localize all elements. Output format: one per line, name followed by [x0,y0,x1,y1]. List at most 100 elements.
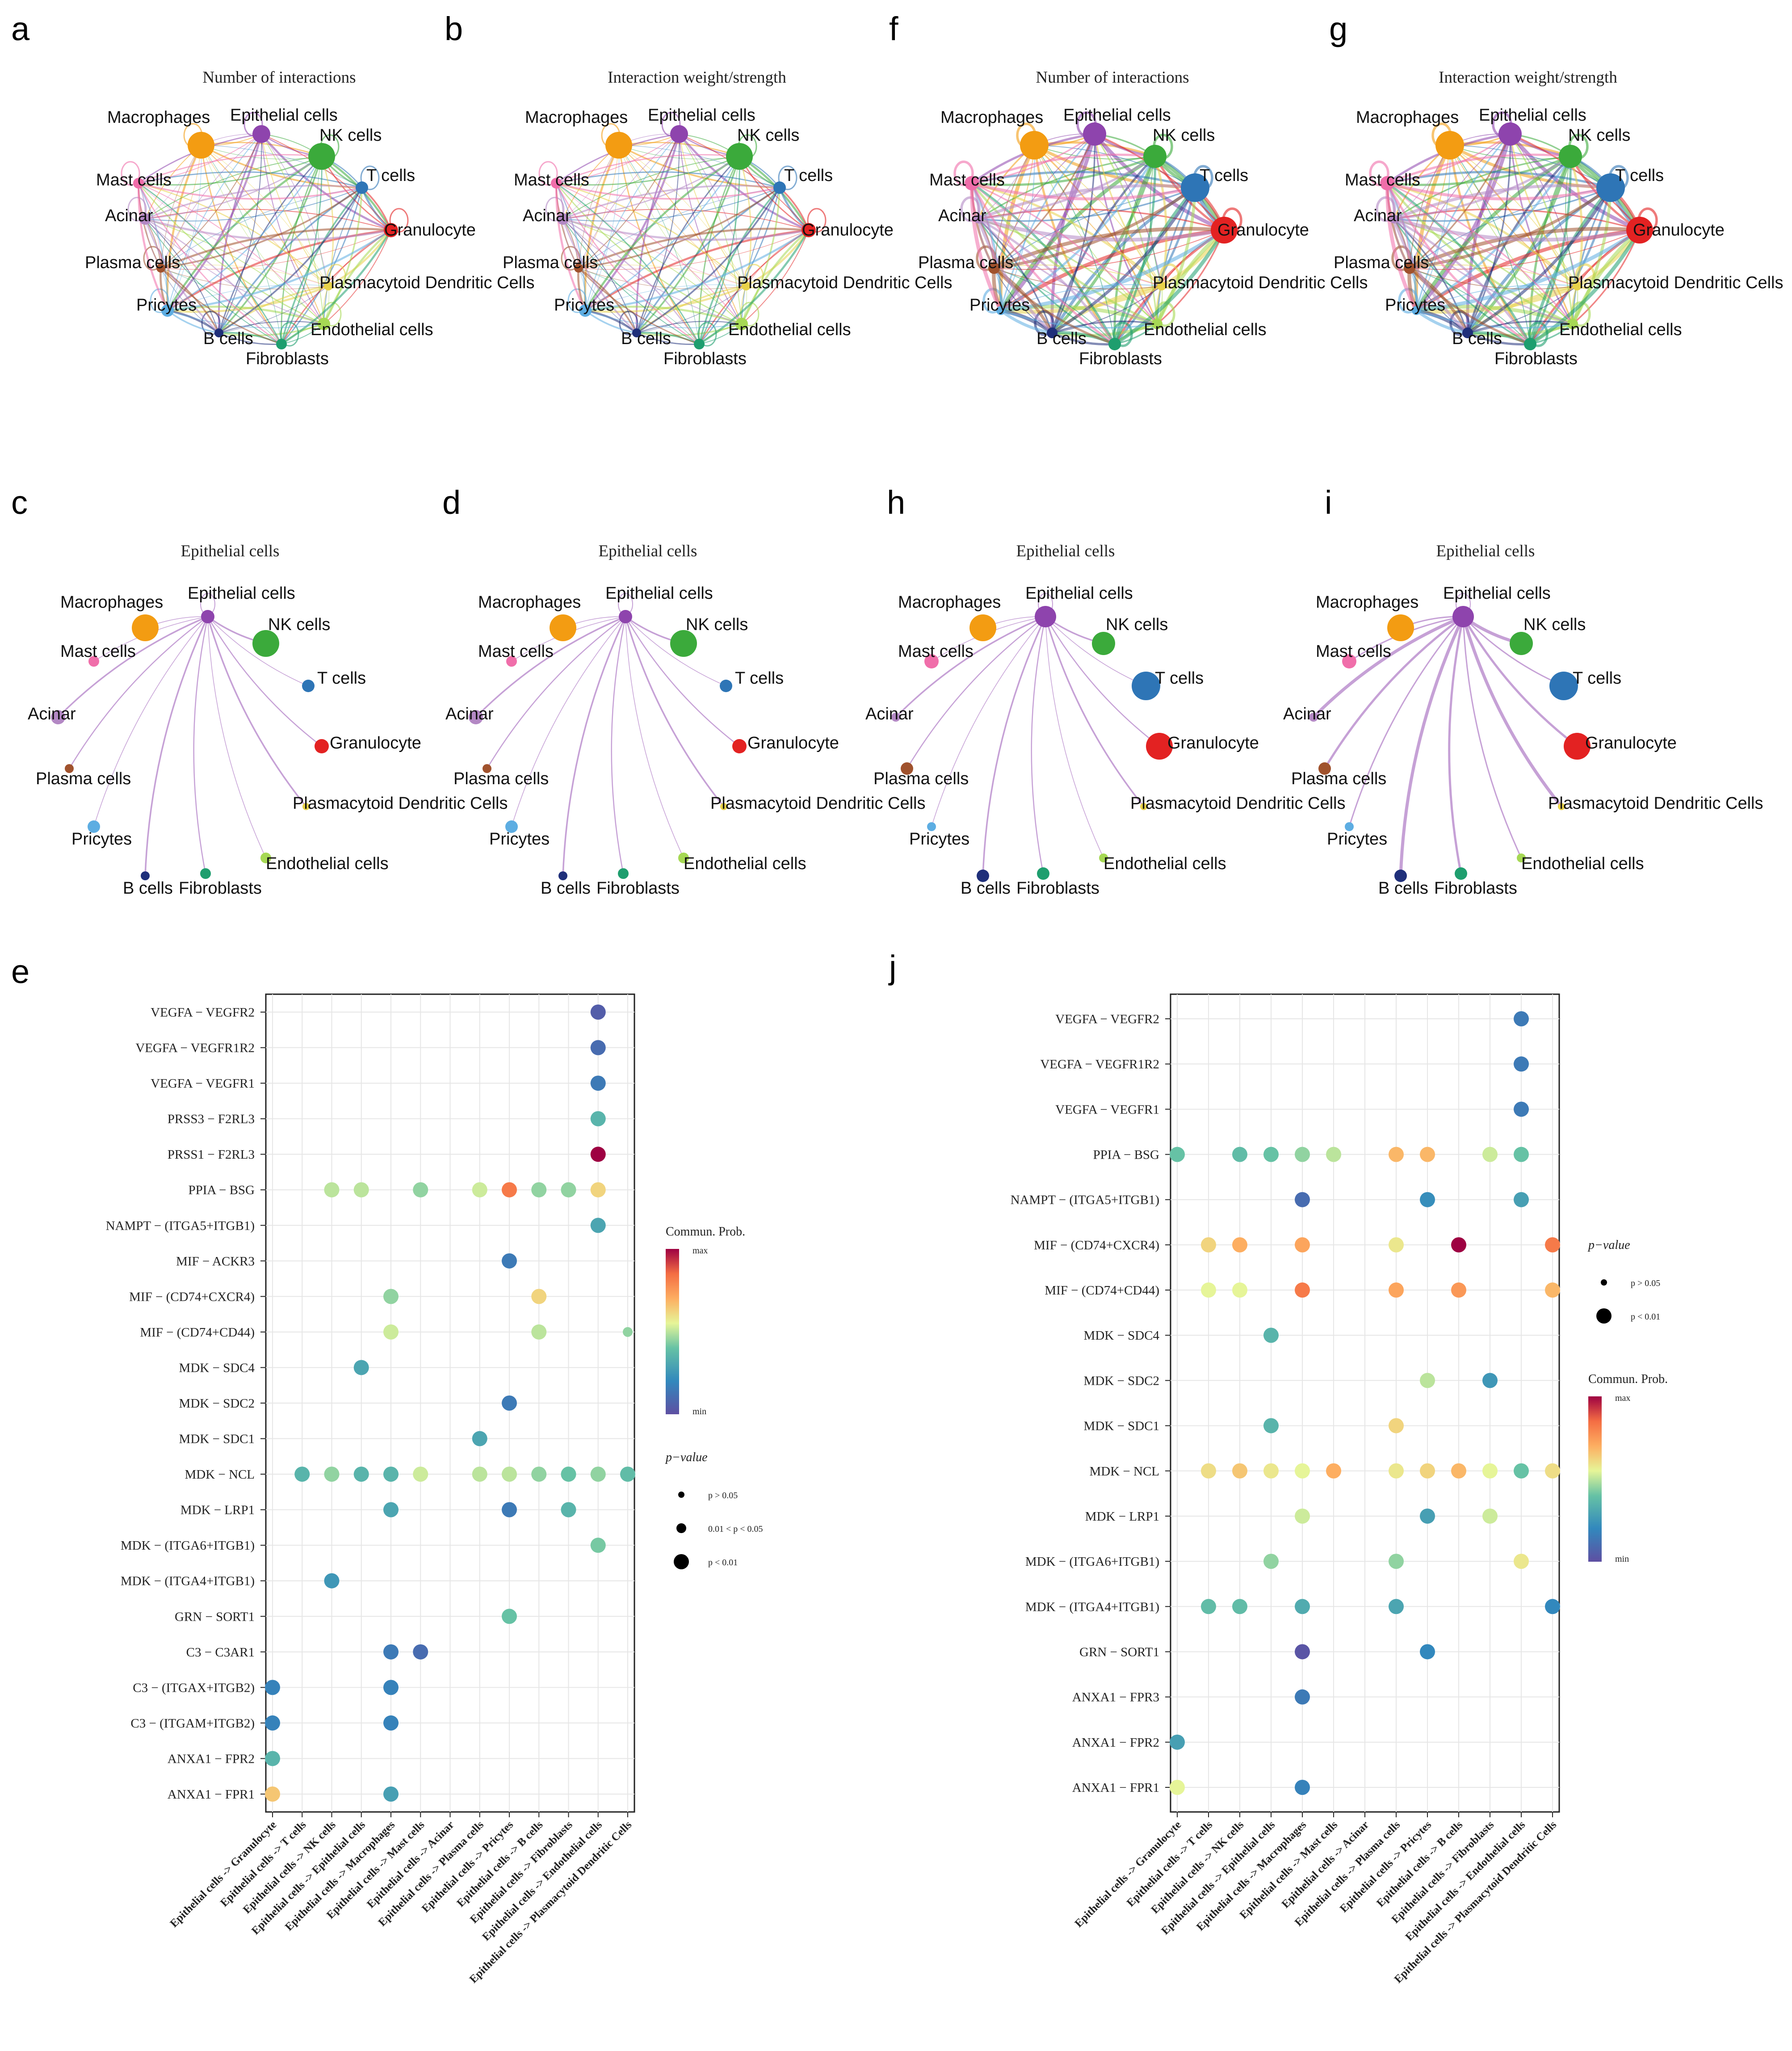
node-granulocyte [1211,217,1238,244]
data-point [324,1573,340,1589]
edge [138,183,324,325]
edge [584,229,809,311]
node-plasma-cells [1404,262,1415,274]
data-point [1295,1780,1310,1795]
edge [1409,134,1511,269]
edge [281,187,363,345]
edge [578,145,619,269]
data-point [531,1324,547,1340]
data-point [1389,1418,1404,1433]
edge [1051,187,1196,334]
row-label: C3 − C3AR1 [186,1645,255,1660]
data-point [1451,1463,1466,1479]
panel-letter-a: a [11,10,30,47]
data-point [1170,1147,1185,1162]
data-point [1389,1237,1404,1252]
node-b-cells [141,871,150,880]
edge [994,145,1035,269]
edge [1052,286,1162,333]
row-label: VEGFA − VEGFR1R2 [1040,1057,1159,1072]
self-loop [545,197,565,222]
node-granulocyte [802,223,816,237]
self-loop [121,161,140,186]
data-point [1514,1463,1529,1479]
node-epithelial-cells [201,610,214,623]
legend-min: min [1615,1554,1629,1564]
node-label-macrophages: Macrophages [107,108,210,127]
legend: Commun. Prob. max min p−value p > 0.05 p < 0.… [1587,1238,1668,1564]
data-point [353,1182,369,1198]
node-pricytes [1345,822,1354,831]
data-point [353,1467,369,1482]
edge [556,154,740,184]
node-b-cells [1462,328,1473,338]
node-endothelial-cells [678,853,689,863]
node-label-plasmacytoid-dendritic-cells: Plasmacytoid Dendritic Cells [293,794,508,813]
edge [578,267,638,333]
edge [1052,320,1158,334]
node-endothelial-cells [1517,853,1526,862]
node-label-granulocyte: Granulocyte [330,734,421,752]
network-panel-b: b Interaction weight/strength Macrophages E… [445,10,953,368]
network-panel-g: g Interaction weight/strength Macrophages E… [1329,10,1784,368]
data-point [1232,1463,1247,1479]
data-point [502,1467,517,1482]
data-point [531,1289,547,1304]
node-label-b-cells: B cells [541,879,591,898]
node-fibroblasts [276,339,287,349]
edge [978,217,1225,242]
self-loop [953,160,974,186]
data-point [502,1182,517,1198]
node-plasmacytoid-dendritic-cells [720,803,727,810]
edge [1154,156,1168,286]
data-point [1420,1508,1435,1524]
node-macrophages [550,614,576,641]
node-label-endothelial-cells: Endothelial cells [684,854,806,873]
edge [971,183,1162,286]
node-label-macrophages: Macrophages [60,593,163,612]
node-epithelial-cells [1083,122,1106,146]
edge [1113,156,1156,345]
node-macrophages [1435,131,1464,160]
data-point [265,1680,280,1695]
edge [1393,218,1573,325]
edge [138,154,322,184]
self-loop [1369,160,1389,186]
node-label-plasma-cells: Plasma cells [36,769,131,788]
node-fibroblasts [1108,338,1121,350]
node-mast-cells [965,176,979,190]
node-label-plasma-cells: Plasma cells [1291,769,1386,788]
edge [636,332,700,345]
edge [978,218,1158,325]
edge [1386,182,1531,345]
network-edges [895,593,1160,876]
edge [562,218,809,241]
data-point [1389,1147,1404,1162]
node-macrophages [1387,614,1414,641]
edge [1323,615,1464,769]
node-label-pricytes: Pricytes [1385,296,1445,315]
edge [636,134,680,333]
node-label-plasma-cells: Plasma cells [873,769,969,788]
node-label-acinar: Acinar [445,705,494,723]
node-t-cells [1549,672,1578,700]
node-label-granulocyte: Granulocyte [802,221,894,240]
edge [321,156,334,286]
node-label-mast-cells: Mast cells [60,642,136,661]
node-label-fibroblasts: Fibroblasts [246,349,329,368]
data-point [1514,1056,1529,1072]
edge [1051,332,1115,346]
edge [144,219,220,334]
node-acinar [139,213,151,225]
edge [138,183,161,269]
data-point [1263,1328,1279,1343]
network-panel-c: c Epithelial cells Macrophages Epithelial c… [11,484,508,898]
legend-size-label: p > 0.05 [1631,1278,1660,1288]
edge [585,156,740,311]
self-loop [778,165,797,190]
network-title-c: Epithelial cells [181,542,280,560]
node-label-plasmacytoid-dendritic-cells: Plasmacytoid Dendritic Cells [737,273,953,292]
node-label-fibroblasts: Fibroblasts [1016,879,1100,898]
